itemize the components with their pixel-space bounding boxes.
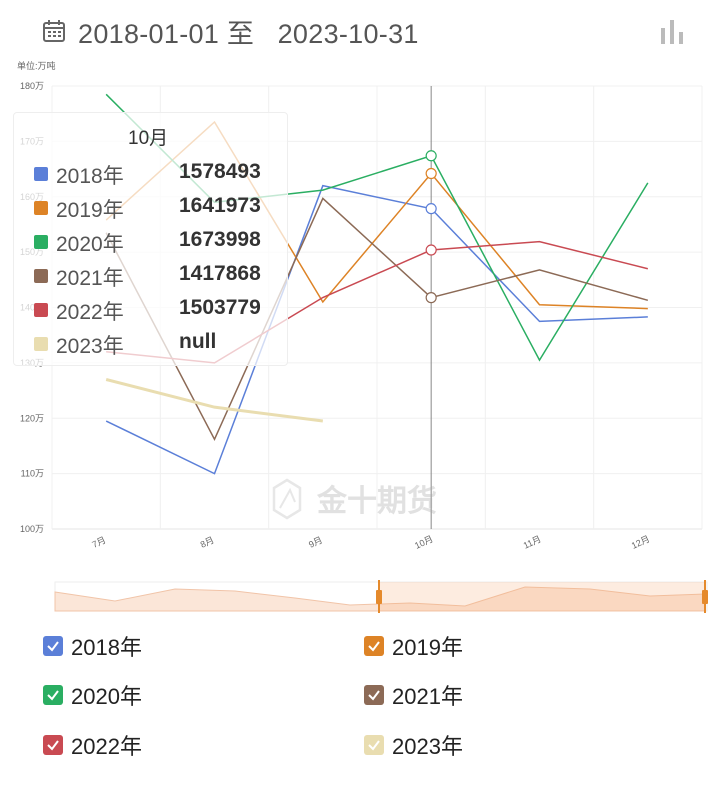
tooltip-row: 2023年 null <box>34 330 284 360</box>
tooltip-series-name: 2022年 <box>56 301 124 324</box>
y-tick-label: 110万 <box>21 469 44 479</box>
tooltip-row: 2020年 1673998 <box>34 228 284 258</box>
tooltip-series-value: 1578493 <box>179 160 261 183</box>
tooltip-row: 2021年 1417868 <box>34 262 284 292</box>
unit-label: 单位:万吨 <box>17 60 56 71</box>
watermark: 金十期货 <box>272 478 437 520</box>
bar-chart-icon[interactable] <box>658 18 686 44</box>
legend-label: 2023年 <box>392 734 463 759</box>
checkbox-icon[interactable] <box>364 735 384 755</box>
tooltip-series-name: 2021年 <box>56 267 124 290</box>
jin10-logo-icon <box>272 478 302 520</box>
series-2018年 <box>105 184 648 475</box>
legend-label: 2020年 <box>71 684 142 709</box>
data-point <box>425 150 437 162</box>
tooltip-title: 10月 <box>128 128 169 149</box>
tooltip-series-value: 1503779 <box>179 296 261 319</box>
series-line <box>105 184 648 475</box>
tooltip-swatch <box>34 235 48 249</box>
tooltip-series-value: 1417868 <box>179 262 261 285</box>
y-tick-label: 180万 <box>20 81 44 91</box>
legend-item-2022[interactable]: 2022年 <box>43 730 142 760</box>
x-tick-label: 9月 <box>307 535 324 550</box>
tooltip-series-value: null <box>179 330 217 353</box>
tooltip-swatch <box>34 269 48 283</box>
data-zoom-handle-grip <box>702 590 708 604</box>
series-2021年 <box>105 197 649 442</box>
data-point <box>425 203 437 215</box>
tooltip-swatch <box>34 201 48 215</box>
x-tick-label: 7月 <box>90 535 107 550</box>
x-tick-label: 8月 <box>199 535 216 550</box>
checkbox-icon[interactable] <box>364 685 384 705</box>
legend-item-2023[interactable]: 2023年 <box>364 730 463 760</box>
series-2023年 <box>105 378 324 423</box>
y-tick-label: 120万 <box>20 413 44 423</box>
x-tick-label: 10月 <box>413 534 434 551</box>
legend-item-2021[interactable]: 2021年 <box>364 680 463 710</box>
data-zoom-handle-grip <box>376 590 382 604</box>
x-tick-label: 12月 <box>630 534 651 551</box>
tooltip-swatch <box>34 337 48 351</box>
tooltip-series-name: 2018年 <box>56 165 124 188</box>
data-zoom-handle[interactable] <box>702 580 708 613</box>
data-point <box>425 292 437 304</box>
checkbox-icon[interactable] <box>364 636 384 656</box>
watermark-text: 金十期货 <box>316 484 437 519</box>
tooltip-row: 2022年 1503779 <box>34 296 284 326</box>
date-range-text[interactable]: 2018-01-01 至 2023-10-31 <box>78 18 419 49</box>
tooltip-series-value: 1641973 <box>179 194 261 217</box>
date-range-header: 2018-01-01 至 2023-10-31 <box>42 12 419 50</box>
series-line <box>105 197 649 442</box>
tooltip-swatch <box>34 303 48 317</box>
legend-item-2018[interactable]: 2018年 <box>43 631 142 661</box>
legend-label: 2022年 <box>71 734 142 759</box>
data-point <box>425 167 437 180</box>
checkbox-icon[interactable] <box>43 735 63 755</box>
legend-label: 2018年 <box>71 635 142 660</box>
legend-item-2019[interactable]: 2019年 <box>364 631 463 661</box>
tooltip: 10月 2018年 1578493 2019年 1641973 2020年 16… <box>13 112 288 366</box>
data-point <box>425 244 437 256</box>
data-zoom-handle[interactable] <box>376 580 382 613</box>
tooltip-series-name: 2019年 <box>56 199 124 222</box>
y-tick-label: 100万 <box>20 524 44 534</box>
calendar-icon[interactable] <box>42 19 66 43</box>
data-zoom-slider <box>54 580 708 613</box>
tooltip-row: 2019年 1641973 <box>34 194 284 224</box>
tooltip-series-name: 2020年 <box>56 233 124 256</box>
series-line <box>105 378 324 423</box>
legend-item-2020[interactable]: 2020年 <box>43 680 142 710</box>
tooltip-swatch <box>34 167 48 181</box>
tooltip-row: 2018年 1578493 <box>34 160 284 190</box>
tooltip-series-value: 1673998 <box>179 228 261 251</box>
legend-label: 2021年 <box>392 684 463 709</box>
checkbox-icon[interactable] <box>43 636 63 656</box>
data-zoom-window <box>379 582 705 611</box>
checkbox-icon[interactable] <box>43 685 63 705</box>
x-tick-label: 11月 <box>522 534 543 551</box>
legend-label: 2019年 <box>392 635 463 660</box>
tooltip-series-name: 2023年 <box>56 335 124 358</box>
